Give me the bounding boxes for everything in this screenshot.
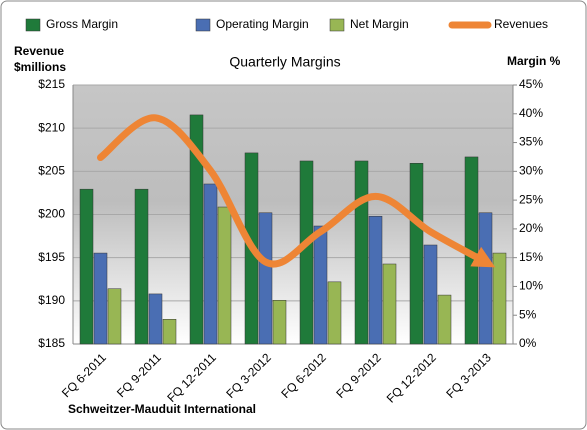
- bar: [258, 212, 273, 345]
- y2-tick-label: 5%: [519, 307, 537, 321]
- legend-label: Gross Margin: [46, 17, 118, 31]
- y2-tick-label: 25%: [519, 192, 543, 206]
- bar: [299, 160, 314, 345]
- y2-tick-label: 10%: [519, 279, 543, 293]
- y-label: $millions: [14, 60, 66, 74]
- bar: [79, 188, 94, 345]
- bar: [107, 288, 122, 345]
- bar: [93, 252, 108, 345]
- legend-label: Revenues: [494, 17, 548, 31]
- y2-tick-label: 40%: [519, 106, 543, 120]
- bar: [313, 225, 328, 345]
- bar: [437, 294, 452, 345]
- legend-label: Operating Margin: [216, 17, 309, 31]
- bar: [409, 163, 424, 345]
- bar: [148, 293, 163, 345]
- bar: [368, 215, 383, 345]
- legend-label: Net Margin: [350, 17, 409, 31]
- y-tick-label: $215: [38, 77, 65, 91]
- y-tick-label: $200: [38, 207, 65, 221]
- bar: [478, 212, 493, 345]
- bar: [354, 160, 369, 345]
- y-tick-label: $205: [38, 164, 65, 178]
- y-label: Revenue: [14, 44, 64, 58]
- bar: [203, 183, 218, 345]
- bar: [272, 300, 287, 345]
- revenue-line: [97, 114, 496, 268]
- y2-tick-label: 45%: [519, 77, 543, 91]
- legend-swatch: [25, 18, 41, 32]
- legend-swatch: [195, 18, 211, 32]
- y-tick-label: $185: [38, 336, 65, 350]
- y2-label: Margin %: [507, 54, 561, 68]
- y2-tick-label: 35%: [519, 135, 543, 149]
- y-tick-label: $190: [38, 293, 65, 307]
- bar: [134, 188, 149, 345]
- source: Schweitzer-Mauduit International: [68, 402, 256, 416]
- bar: [327, 281, 342, 345]
- chart-title: Quarterly Margins: [229, 54, 340, 70]
- bar: [423, 244, 438, 345]
- y2-tick-label: 0%: [519, 336, 537, 350]
- y2-tick-label: 20%: [519, 221, 543, 235]
- y2-tick-label: 15%: [519, 250, 543, 264]
- bar: [189, 114, 204, 345]
- bar: [162, 319, 177, 345]
- y-tick-label: $195: [38, 250, 65, 264]
- y-tick-label: $210: [38, 120, 65, 134]
- bar: [217, 206, 232, 345]
- y2-tick-label: 30%: [519, 164, 543, 178]
- legend-swatch: [329, 18, 345, 32]
- bar: [382, 263, 397, 345]
- bar: [492, 252, 507, 345]
